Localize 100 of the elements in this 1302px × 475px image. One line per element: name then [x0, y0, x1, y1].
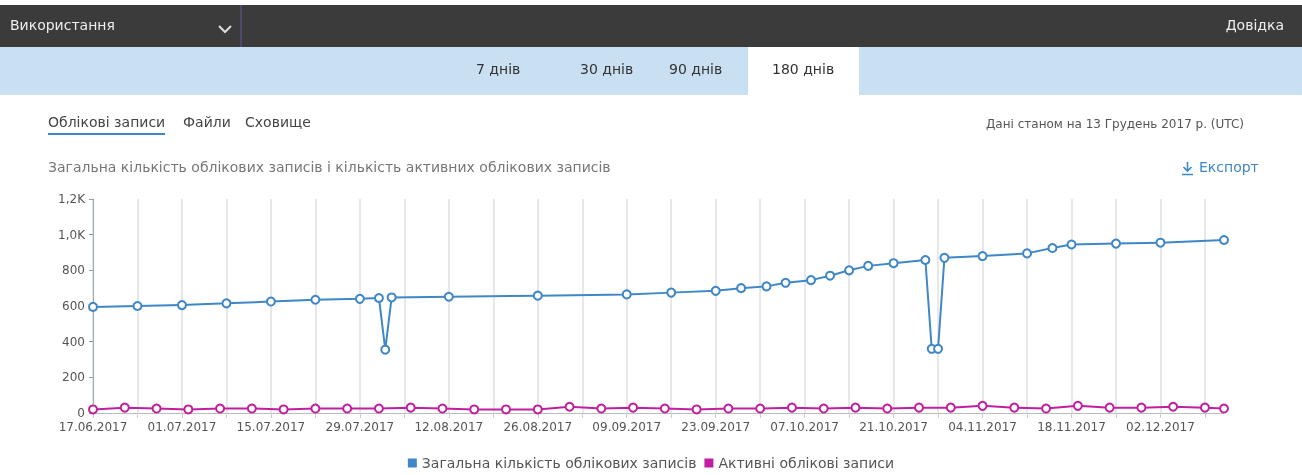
y-tick-label: 0: [77, 406, 85, 420]
text: 7 днів: [476, 61, 521, 77]
x-tick-label: 12.08.2017: [414, 420, 484, 434]
point: [850, 402, 861, 413]
point: [945, 402, 956, 413]
chart-title: Загальна кількість облікових записів і кількість активних облікових записів: [48, 159, 611, 175]
point: [977, 251, 988, 262]
point: [246, 403, 257, 414]
point: [761, 281, 772, 292]
point: [88, 301, 98, 312]
point: [532, 404, 543, 415]
point: [755, 403, 766, 414]
x-tick-label: 02.12.2017: [1126, 420, 1195, 434]
point: [596, 403, 607, 414]
point: [723, 403, 734, 414]
point: [977, 400, 988, 411]
text: Довідка: [1225, 17, 1284, 33]
text: 180 днів: [772, 61, 835, 77]
point: [920, 254, 931, 265]
point: [736, 283, 747, 294]
point: [88, 404, 98, 415]
point: [176, 300, 187, 311]
point: [691, 404, 702, 415]
y-tick-label: 1,2K: [58, 192, 87, 206]
point: [183, 404, 194, 415]
point: [278, 404, 289, 415]
point: [1155, 237, 1166, 248]
x-tick-label: 04.11.2017: [948, 420, 1017, 434]
point: [914, 402, 925, 413]
point: [386, 292, 397, 303]
x-tick-label: 15.07.2017: [236, 420, 306, 434]
y-tick-label: 600: [62, 299, 85, 313]
x-tick-label: 29.07.2017: [325, 420, 395, 434]
point: [310, 403, 321, 414]
point: [373, 292, 384, 303]
point: [1066, 239, 1077, 250]
point: [666, 287, 677, 298]
point: [621, 289, 632, 300]
point: [628, 402, 639, 413]
point: [1104, 402, 1115, 413]
point: [1168, 401, 1179, 412]
point: [806, 275, 816, 286]
point: [151, 403, 162, 414]
x-tick-label: 26.08.2017: [503, 420, 573, 434]
point: [532, 290, 543, 301]
point: [354, 293, 365, 304]
y-tick-label: 200: [62, 370, 85, 385]
point: [780, 277, 791, 288]
point: [786, 402, 797, 413]
point: [443, 291, 454, 302]
point: [342, 403, 353, 414]
x-tick-label: 01.07.2017: [147, 420, 217, 434]
point: [863, 260, 874, 271]
text: Сховище: [245, 114, 311, 130]
point: [469, 404, 480, 415]
text: Використання: [10, 17, 115, 33]
x-tick-label: 21.10.2017: [859, 420, 928, 434]
point: [215, 403, 226, 414]
point: [1219, 403, 1229, 414]
point: [1072, 400, 1083, 411]
point: [939, 252, 950, 263]
point: [710, 285, 721, 296]
point: [844, 265, 855, 276]
point: [119, 402, 130, 413]
point: [437, 403, 448, 414]
point: [882, 403, 893, 414]
x-tick-label: 23.09.2017: [681, 420, 751, 434]
text: 90 днів: [669, 61, 723, 77]
point: [310, 294, 321, 305]
point: [373, 403, 384, 414]
legend-label: Активні облікові записи: [718, 455, 895, 471]
text: 30 днів: [580, 61, 634, 77]
point: [888, 258, 899, 269]
point: [1022, 248, 1033, 259]
point: [380, 344, 391, 355]
y-tick-label: 800: [62, 263, 85, 278]
text: Дані станом на 13 Грудень 2017 р. (UTC): [985, 117, 1244, 131]
y-tick-label: 1,0K: [58, 227, 87, 242]
point: [659, 403, 670, 414]
point: [265, 296, 276, 307]
text: Файли: [183, 114, 231, 130]
x-tick-label: 17.06.2017: [58, 420, 128, 434]
x-tick-label: 09.09.2017: [592, 420, 662, 434]
point: [501, 404, 512, 415]
x-tick-label: 18.11.2017: [1037, 420, 1106, 434]
point: [1110, 238, 1121, 249]
x-tick-label: 07.10.2017: [770, 420, 839, 434]
point: [1199, 402, 1210, 413]
point: [405, 402, 416, 413]
legend-label: Загальна кількість облікових записів: [421, 455, 697, 471]
point: [221, 298, 232, 309]
point: [1041, 403, 1052, 414]
point: [933, 343, 944, 354]
point: [1009, 402, 1020, 413]
point: [1136, 402, 1147, 413]
point: [818, 403, 829, 414]
point: [564, 401, 575, 412]
point: [1219, 235, 1229, 246]
point: [1047, 243, 1058, 254]
point: [825, 270, 836, 281]
